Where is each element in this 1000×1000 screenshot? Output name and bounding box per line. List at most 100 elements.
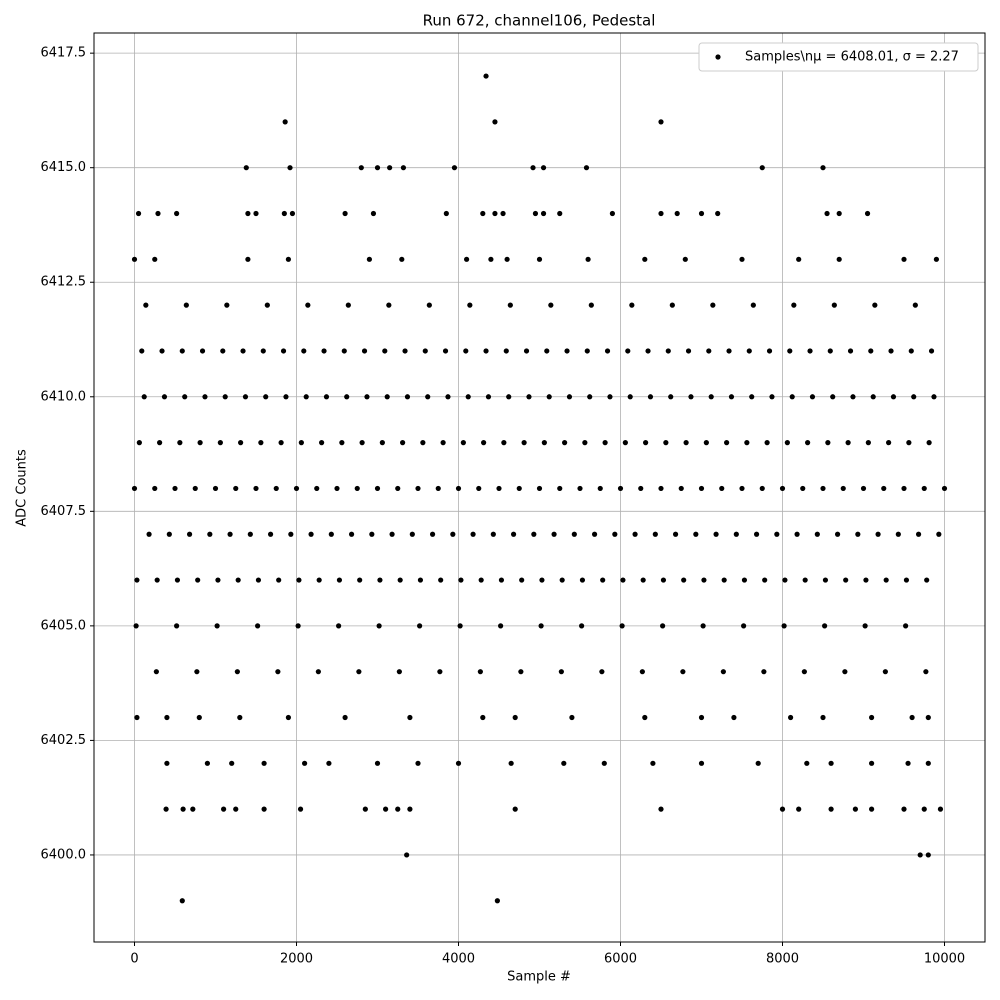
x-tick-label: 0 bbox=[130, 952, 138, 967]
data-point bbox=[619, 623, 625, 629]
data-point bbox=[438, 577, 444, 583]
data-point bbox=[326, 760, 332, 766]
data-point bbox=[642, 256, 648, 262]
data-point bbox=[402, 348, 408, 354]
data-point bbox=[828, 806, 834, 812]
data-point bbox=[802, 577, 808, 583]
data-point bbox=[336, 577, 343, 583]
data-point bbox=[921, 485, 927, 492]
data-point bbox=[356, 669, 362, 675]
data-point bbox=[445, 394, 451, 400]
data-point bbox=[869, 714, 875, 721]
data-point bbox=[264, 302, 270, 308]
data-point bbox=[629, 302, 635, 308]
data-point bbox=[827, 348, 833, 354]
data-point bbox=[753, 531, 760, 537]
data-point bbox=[715, 210, 721, 217]
data-point bbox=[755, 760, 761, 766]
data-point bbox=[442, 348, 449, 354]
data-point bbox=[339, 439, 345, 446]
data-point bbox=[852, 806, 859, 812]
data-point bbox=[921, 806, 927, 812]
data-point bbox=[645, 348, 651, 354]
data-point bbox=[869, 806, 875, 812]
data-point bbox=[682, 256, 688, 262]
data-point bbox=[779, 485, 786, 492]
data-point bbox=[639, 669, 645, 675]
data-point bbox=[164, 760, 170, 766]
data-point bbox=[781, 623, 787, 629]
data-point bbox=[733, 531, 739, 537]
data-point bbox=[532, 210, 539, 217]
data-point bbox=[909, 714, 915, 721]
data-point bbox=[289, 210, 296, 217]
data-point bbox=[387, 165, 393, 171]
data-point bbox=[836, 210, 842, 217]
data-point bbox=[875, 531, 881, 537]
data-point bbox=[698, 760, 705, 766]
data-point bbox=[600, 577, 606, 583]
data-point bbox=[788, 714, 794, 721]
data-point bbox=[357, 577, 363, 583]
data-point bbox=[305, 302, 311, 308]
data-point bbox=[724, 439, 730, 446]
data-point bbox=[308, 531, 314, 537]
data-point bbox=[834, 531, 841, 537]
data-point bbox=[612, 531, 618, 537]
data-point bbox=[741, 577, 748, 583]
data-point bbox=[242, 394, 249, 400]
data-point bbox=[928, 348, 935, 354]
data-point bbox=[831, 302, 837, 308]
data-point bbox=[253, 210, 259, 217]
data-point bbox=[713, 531, 719, 537]
data-point bbox=[886, 439, 892, 446]
data-point bbox=[836, 256, 842, 262]
data-point bbox=[665, 348, 671, 354]
data-point bbox=[278, 439, 284, 446]
data-point bbox=[407, 714, 413, 721]
data-point bbox=[683, 439, 689, 446]
data-point bbox=[494, 898, 500, 904]
data-point bbox=[135, 210, 142, 217]
data-point bbox=[258, 439, 264, 446]
data-point bbox=[386, 302, 392, 308]
data-point bbox=[865, 439, 871, 446]
data-point bbox=[243, 165, 249, 171]
data-point bbox=[906, 439, 912, 446]
data-point bbox=[602, 439, 608, 446]
data-point bbox=[538, 623, 544, 629]
data-point bbox=[559, 577, 565, 583]
data-point bbox=[172, 485, 178, 492]
data-point bbox=[275, 669, 281, 675]
data-point bbox=[708, 394, 714, 400]
data-point bbox=[881, 485, 887, 492]
data-point bbox=[814, 531, 820, 537]
data-point bbox=[587, 394, 593, 400]
data-point bbox=[247, 531, 253, 537]
data-point bbox=[361, 348, 368, 354]
data-point bbox=[481, 439, 487, 446]
data-point bbox=[192, 485, 198, 492]
data-point bbox=[551, 531, 557, 537]
data-point bbox=[267, 531, 274, 537]
data-point bbox=[131, 256, 138, 262]
data-point bbox=[276, 577, 282, 583]
data-point bbox=[492, 210, 498, 217]
data-point bbox=[536, 485, 543, 492]
data-point bbox=[820, 165, 826, 171]
data-point bbox=[141, 394, 147, 400]
data-point bbox=[925, 852, 931, 858]
data-point bbox=[541, 439, 547, 446]
data-point bbox=[174, 577, 181, 583]
y-tick-label: 6410.0 bbox=[41, 389, 87, 404]
data-point bbox=[280, 348, 287, 354]
data-point bbox=[518, 669, 524, 675]
data-point bbox=[336, 623, 342, 629]
x-tick-label: 8000 bbox=[766, 952, 799, 967]
data-point bbox=[161, 394, 168, 400]
data-point bbox=[843, 577, 849, 583]
data-point bbox=[298, 439, 304, 446]
data-point bbox=[526, 394, 532, 400]
data-point bbox=[800, 485, 806, 492]
data-point bbox=[302, 760, 308, 766]
